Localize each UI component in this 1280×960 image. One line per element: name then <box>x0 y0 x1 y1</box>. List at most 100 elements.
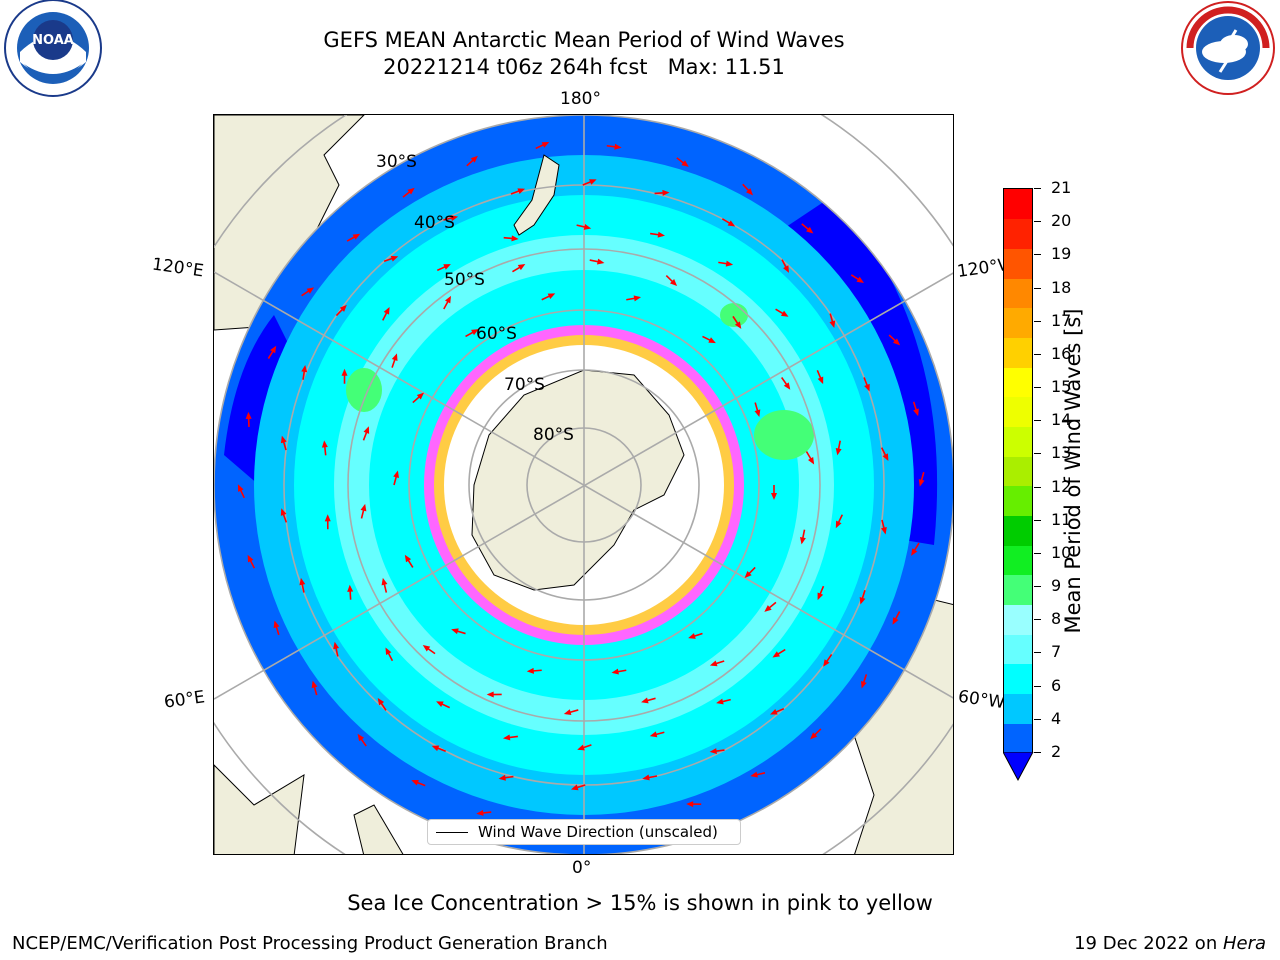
colorbar-segment <box>1004 307 1032 338</box>
wave-arrow-head <box>301 364 308 373</box>
wave-arrow-head <box>245 411 252 420</box>
wave-arrow-head <box>892 338 901 346</box>
wave-arrow-head <box>247 554 254 563</box>
lon-label-0: 0° <box>572 858 592 878</box>
colorbar-tick-label: 8 <box>1051 609 1062 629</box>
wave-arrow-head <box>746 188 753 196</box>
colorbar-segment <box>1004 545 1032 576</box>
colorbar-tick-label: 15 <box>1051 377 1072 397</box>
lon-label-120e: 120°E <box>150 254 205 282</box>
wave-arrow-head <box>783 265 789 273</box>
wave-arrow-head <box>541 142 550 148</box>
wave-arrow-head <box>390 255 399 262</box>
wave-arrow-head <box>476 809 484 816</box>
colorbar-tick <box>1034 254 1041 256</box>
wave-arrow-head <box>918 479 925 487</box>
wave-arrow-head <box>450 215 459 222</box>
graticule <box>214 115 953 854</box>
wave-arrow-head <box>498 774 506 781</box>
wave-arrow-head <box>471 329 479 336</box>
wave-arrow-head <box>339 304 347 312</box>
wind-wave-arrows <box>237 142 925 830</box>
colorbar-tick <box>1034 718 1041 720</box>
wave-arrow-head <box>299 577 306 586</box>
colorbar-segment <box>1004 663 1032 695</box>
colorbar-segment <box>1004 693 1032 724</box>
wave-arrow-head <box>270 345 277 354</box>
colorbar-tick-label: 10 <box>1051 542 1072 562</box>
lat-label-60s: 60°S <box>476 324 517 344</box>
wave-arrow-head <box>347 584 354 592</box>
wave-arrow-head <box>502 734 511 741</box>
wave-arrow-head <box>570 784 579 791</box>
colorbar-tick <box>1034 486 1041 488</box>
wave-arrow-head <box>734 321 742 329</box>
colorbar-tick-label: 21 <box>1051 178 1072 197</box>
map-legend: Wind Wave Direction (unscaled) <box>427 819 741 845</box>
wave-arrow-head <box>771 493 777 500</box>
wave-arrow-head <box>352 233 361 240</box>
footer-date-text: 19 Dec 2022 on <box>1074 933 1223 954</box>
wave-arrow-head <box>431 745 440 752</box>
colorbar-segment <box>1004 337 1032 368</box>
wave-arrow-head <box>547 293 556 300</box>
wave-arrow-head <box>835 447 842 456</box>
wave-arrow-head <box>864 383 870 392</box>
wave-arrow-head <box>649 731 658 738</box>
wave-arrow-head <box>709 748 717 755</box>
footer-credit: NCEP/EMC/Verification Post Processing Pr… <box>12 933 608 954</box>
colorbar-tick-label: 17 <box>1051 310 1072 330</box>
wave-arrow-head <box>727 220 736 227</box>
colorbar-title: Mean Period of Wind Waves [s] <box>1061 308 1085 634</box>
polar-map <box>213 114 954 855</box>
colorbar-tick <box>1034 287 1041 289</box>
colorbar-tick <box>1034 586 1041 588</box>
wave-arrow-head <box>341 368 348 376</box>
colorbar-tick <box>1034 552 1041 554</box>
colorbar-tick-label: 12 <box>1051 476 1072 496</box>
colorbar-tick-label: 20 <box>1051 211 1072 231</box>
wave-arrow-head <box>321 440 328 448</box>
colorbar-tick <box>1034 387 1041 389</box>
colorbar-segment <box>1004 367 1032 398</box>
colorbar-tick <box>1034 453 1041 455</box>
wave-arrow-head <box>783 382 791 390</box>
wave-arrow-head <box>810 732 818 740</box>
wave-arrow-head <box>517 188 526 194</box>
footer-date: 19 Dec 2022 on Hera <box>1074 933 1266 954</box>
colorbar-tick <box>1034 752 1041 753</box>
wave-arrow-head <box>422 645 431 652</box>
lat-label-40s: 40°S <box>414 213 455 233</box>
colorbar-tick-label: 11 <box>1051 509 1072 529</box>
colorbar-segment <box>1004 426 1032 457</box>
wave-arrow-head <box>391 353 398 361</box>
colorbar-tick <box>1034 652 1041 654</box>
wave-arrow-head <box>614 143 622 150</box>
wave-arrow-head <box>411 779 419 786</box>
wave-arrow-head <box>526 667 534 674</box>
chart-subtitle: 20221214 t06z 264h fcst Max: 11.51 <box>383 55 785 79</box>
antarctica-land <box>471 369 685 591</box>
lat-label-70s: 70°S <box>504 375 545 395</box>
colorbar <box>1003 188 1033 754</box>
wave-arrow-head <box>383 307 390 315</box>
lat-label-80s: 80°S <box>533 425 574 445</box>
green-patch <box>754 410 814 460</box>
colorbar-segment <box>1004 485 1032 516</box>
colorbar-tick-label: 16 <box>1051 343 1072 363</box>
colorbar-tick-label: 4 <box>1051 708 1062 728</box>
wave-arrow-head <box>436 701 444 708</box>
colorbar-tick <box>1034 685 1041 687</box>
colorbar-tick-label: 6 <box>1051 675 1062 695</box>
wave-arrow-head <box>725 260 734 267</box>
wave-arrow-head <box>237 484 244 492</box>
wave-arrow-head <box>856 276 864 283</box>
chart-title: GEFS MEAN Antarctic Mean Period of Wind … <box>323 28 845 52</box>
lon-label-60w: 60°W <box>956 686 1007 714</box>
colorbar-tick-label: 2 <box>1051 742 1062 761</box>
wave-arrow-head <box>377 697 385 706</box>
colorbar-segment <box>1004 189 1032 220</box>
new-zealand-land <box>513 154 560 236</box>
sea-ice-note: Sea Ice Concentration > 15% is shown in … <box>347 891 933 915</box>
wave-arrow-head <box>669 279 678 287</box>
